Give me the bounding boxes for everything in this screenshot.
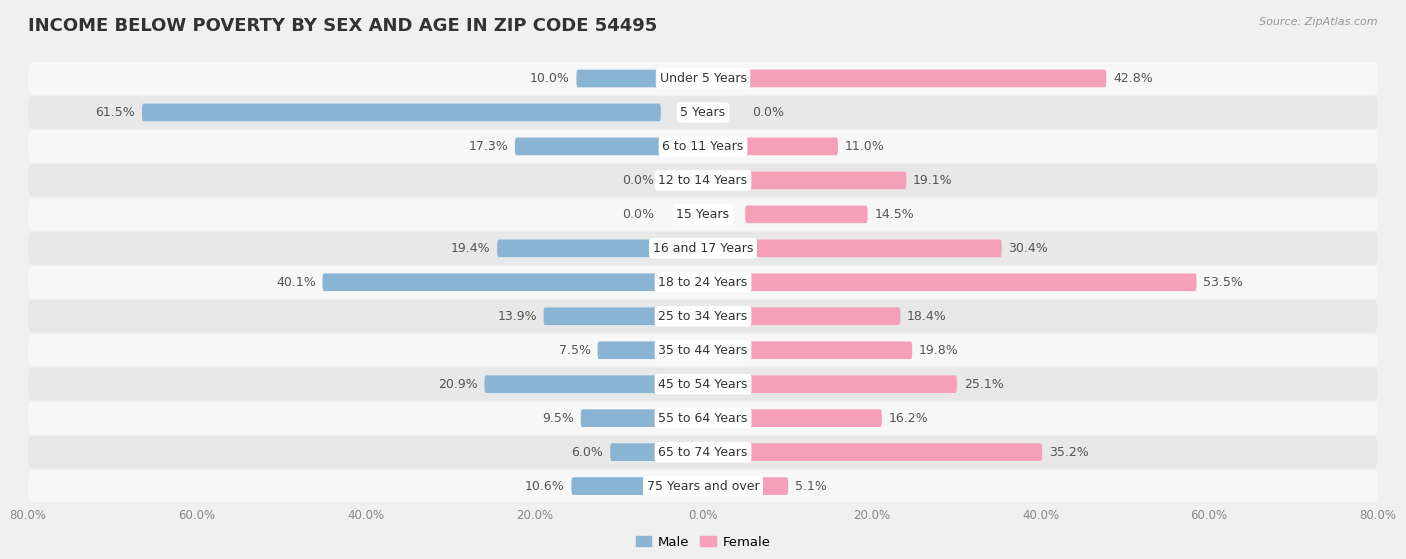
FancyBboxPatch shape xyxy=(745,273,1197,291)
FancyBboxPatch shape xyxy=(28,402,1378,434)
Text: 0.0%: 0.0% xyxy=(621,208,654,221)
FancyBboxPatch shape xyxy=(745,70,1107,87)
Text: 6.0%: 6.0% xyxy=(572,446,603,458)
FancyBboxPatch shape xyxy=(610,443,661,461)
Text: 7.5%: 7.5% xyxy=(558,344,591,357)
FancyBboxPatch shape xyxy=(142,103,661,121)
FancyBboxPatch shape xyxy=(322,273,661,291)
Text: 16.2%: 16.2% xyxy=(889,411,928,425)
FancyBboxPatch shape xyxy=(745,342,912,359)
Text: 35.2%: 35.2% xyxy=(1049,446,1088,458)
Text: 42.8%: 42.8% xyxy=(1114,72,1153,85)
Text: 53.5%: 53.5% xyxy=(1204,276,1243,289)
FancyBboxPatch shape xyxy=(28,62,1378,95)
FancyBboxPatch shape xyxy=(28,470,1378,503)
FancyBboxPatch shape xyxy=(745,409,882,427)
FancyBboxPatch shape xyxy=(28,198,1378,231)
Legend: Male, Female: Male, Female xyxy=(630,530,776,554)
Text: 5.1%: 5.1% xyxy=(794,480,827,492)
FancyBboxPatch shape xyxy=(544,307,661,325)
FancyBboxPatch shape xyxy=(28,368,1378,400)
Text: 19.4%: 19.4% xyxy=(451,242,491,255)
FancyBboxPatch shape xyxy=(28,300,1378,333)
Text: 6 to 11 Years: 6 to 11 Years xyxy=(662,140,744,153)
Text: 13.9%: 13.9% xyxy=(498,310,537,323)
Text: 20.9%: 20.9% xyxy=(439,378,478,391)
FancyBboxPatch shape xyxy=(28,232,1378,264)
Text: 17.3%: 17.3% xyxy=(468,140,508,153)
FancyBboxPatch shape xyxy=(745,443,1042,461)
Text: 14.5%: 14.5% xyxy=(875,208,914,221)
Text: 25 to 34 Years: 25 to 34 Years xyxy=(658,310,748,323)
Text: 35 to 44 Years: 35 to 44 Years xyxy=(658,344,748,357)
FancyBboxPatch shape xyxy=(28,334,1378,367)
FancyBboxPatch shape xyxy=(745,172,907,189)
Text: 19.8%: 19.8% xyxy=(920,344,959,357)
FancyBboxPatch shape xyxy=(745,376,957,393)
Text: 11.0%: 11.0% xyxy=(845,140,884,153)
FancyBboxPatch shape xyxy=(28,130,1378,163)
FancyBboxPatch shape xyxy=(485,376,661,393)
FancyBboxPatch shape xyxy=(28,266,1378,299)
Text: 0.0%: 0.0% xyxy=(621,174,654,187)
Text: 19.1%: 19.1% xyxy=(912,174,953,187)
Text: 18 to 24 Years: 18 to 24 Years xyxy=(658,276,748,289)
FancyBboxPatch shape xyxy=(28,96,1378,129)
FancyBboxPatch shape xyxy=(581,409,661,427)
Text: 12 to 14 Years: 12 to 14 Years xyxy=(658,174,748,187)
FancyBboxPatch shape xyxy=(498,239,661,257)
FancyBboxPatch shape xyxy=(745,307,900,325)
Text: 15 Years: 15 Years xyxy=(676,208,730,221)
FancyBboxPatch shape xyxy=(745,239,1001,257)
FancyBboxPatch shape xyxy=(28,436,1378,468)
Text: 16 and 17 Years: 16 and 17 Years xyxy=(652,242,754,255)
Text: 55 to 64 Years: 55 to 64 Years xyxy=(658,411,748,425)
FancyBboxPatch shape xyxy=(515,138,661,155)
Text: 65 to 74 Years: 65 to 74 Years xyxy=(658,446,748,458)
Text: 10.6%: 10.6% xyxy=(524,480,565,492)
FancyBboxPatch shape xyxy=(571,477,661,495)
Text: INCOME BELOW POVERTY BY SEX AND AGE IN ZIP CODE 54495: INCOME BELOW POVERTY BY SEX AND AGE IN Z… xyxy=(28,17,658,35)
Text: 61.5%: 61.5% xyxy=(96,106,135,119)
Text: 0.0%: 0.0% xyxy=(752,106,785,119)
FancyBboxPatch shape xyxy=(745,138,838,155)
FancyBboxPatch shape xyxy=(745,477,789,495)
Text: 75 Years and over: 75 Years and over xyxy=(647,480,759,492)
Text: Under 5 Years: Under 5 Years xyxy=(659,72,747,85)
Text: Source: ZipAtlas.com: Source: ZipAtlas.com xyxy=(1260,17,1378,27)
FancyBboxPatch shape xyxy=(598,342,661,359)
Text: 40.1%: 40.1% xyxy=(276,276,316,289)
FancyBboxPatch shape xyxy=(745,206,868,223)
Text: 45 to 54 Years: 45 to 54 Years xyxy=(658,378,748,391)
Text: 30.4%: 30.4% xyxy=(1008,242,1047,255)
Text: 10.0%: 10.0% xyxy=(530,72,569,85)
FancyBboxPatch shape xyxy=(28,164,1378,197)
Text: 25.1%: 25.1% xyxy=(963,378,1004,391)
Text: 5 Years: 5 Years xyxy=(681,106,725,119)
Text: 18.4%: 18.4% xyxy=(907,310,946,323)
FancyBboxPatch shape xyxy=(576,70,661,87)
Text: 9.5%: 9.5% xyxy=(543,411,574,425)
